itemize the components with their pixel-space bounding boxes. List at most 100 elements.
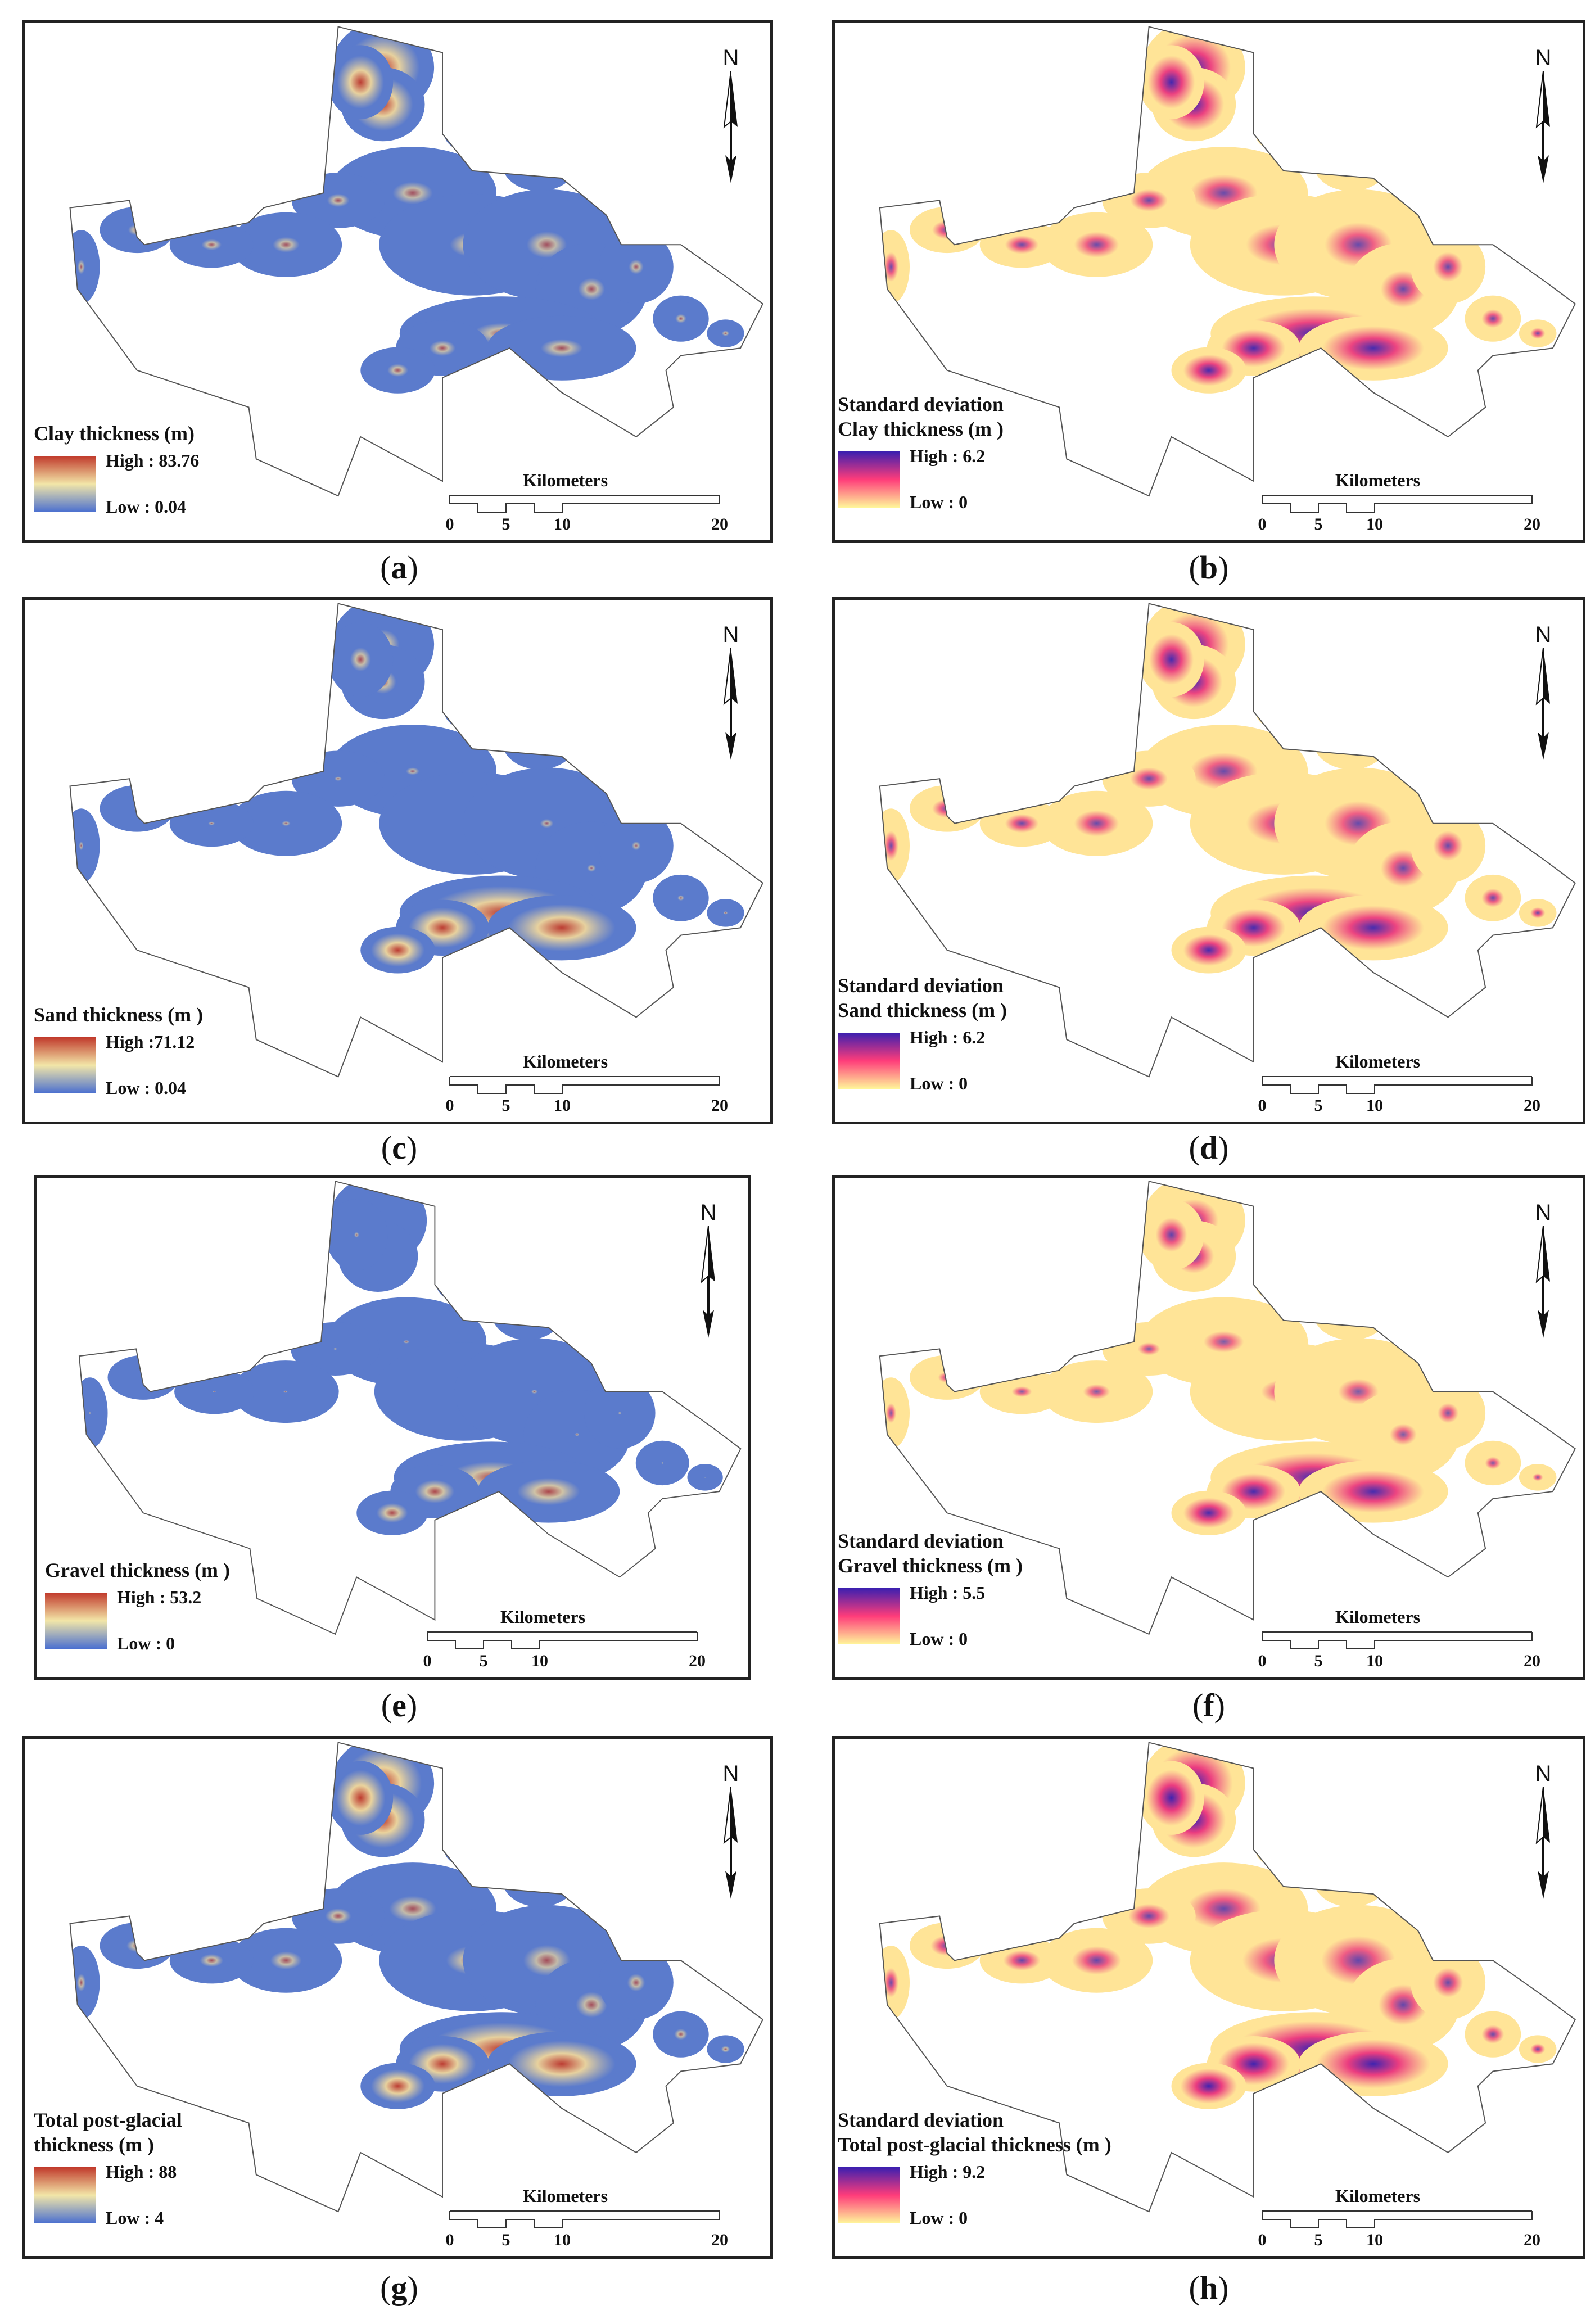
surface-hotspot <box>508 904 616 952</box>
surface-hotspot <box>508 2040 616 2087</box>
legend-color-ramp <box>838 1588 900 1644</box>
surface-hotspot <box>1272 704 1295 720</box>
surface-hotspot <box>376 1503 408 1523</box>
scale-tick: 10 <box>1366 515 1383 533</box>
surface-hotspot <box>1272 1842 1295 1857</box>
surface-hotspot <box>281 821 291 826</box>
scale-bar: Kilometers 0 5 10 20 <box>1251 1051 1566 1119</box>
surface-hotspot <box>334 776 342 781</box>
thickness-map-f <box>879 1181 1576 1635</box>
legend-high-value: High : 6.2 <box>910 446 986 466</box>
legend-color-ramp <box>34 2167 96 2223</box>
legend: Standard deviation Gravel thickness (m ) H… <box>838 1529 1023 1650</box>
panel-letter: g <box>391 2269 408 2306</box>
surface-hotspot <box>1532 1473 1543 1481</box>
legend-title: thickness (m ) <box>34 2133 154 2156</box>
legend-high-value: High : 6.2 <box>910 1027 986 1047</box>
surface-hotspot <box>76 1973 86 1992</box>
surface-hotspot <box>350 647 371 672</box>
scale-tick: 5 <box>479 1652 488 1670</box>
surface-hotspot <box>618 1412 621 1415</box>
north-arrow-icon: N <box>714 46 748 192</box>
surface-hotspot <box>336 1770 386 1826</box>
scale-bar: Kilometers 0 5 10 20 <box>1251 1607 1566 1674</box>
surface-hotspot <box>469 709 476 714</box>
legend-color-ramp <box>838 451 900 508</box>
surface-patch <box>910 206 984 254</box>
surface-hotspot <box>587 864 596 872</box>
surface-hotspot <box>429 340 456 356</box>
surface-hotspot <box>540 819 554 828</box>
legend-color-ramp <box>838 2167 900 2223</box>
map-panel-f: Standard deviation Gravel thickness (m ) H… <box>832 1175 1585 1680</box>
scale-tick: 20 <box>1524 1652 1540 1670</box>
surface-hotspot <box>532 157 547 169</box>
scale-bar: Kilometers 0 5 10 20 <box>439 2186 753 2253</box>
scale-tick: 10 <box>531 1652 548 1670</box>
north-arrow-icon: N <box>1526 1761 1560 1907</box>
scale-tick: 0 <box>423 1652 432 1670</box>
legend-title: Standard deviation <box>838 974 1004 997</box>
scale-tick: 10 <box>554 1096 571 1115</box>
surface-hotspot <box>201 239 222 251</box>
surface-hotspot <box>392 182 433 204</box>
surface-hotspot <box>723 911 728 915</box>
surface-hotspot <box>272 237 300 253</box>
surface-patch <box>100 785 174 832</box>
panel-letter: h <box>1199 2269 1218 2306</box>
surface-hotspot <box>1530 328 1546 339</box>
surface-hotspot <box>526 231 567 258</box>
surface-hotspot <box>1074 810 1119 837</box>
north-arrow-icon: N <box>714 1761 748 1907</box>
surface-hotspot <box>1338 1378 1379 1405</box>
scale-tick: 20 <box>689 1652 706 1670</box>
panel-caption: (d) <box>1189 1129 1229 1166</box>
scale-tick: 0 <box>1258 1652 1267 1670</box>
surface-hotspot <box>938 1372 956 1383</box>
north-label: N <box>1535 46 1552 70</box>
surface-hotspot <box>1130 767 1168 790</box>
surface-hotspot <box>1481 2025 1504 2044</box>
surface-hotspot <box>531 1389 538 1394</box>
surface-hotspot <box>370 933 425 967</box>
surface-hotspot <box>406 767 419 775</box>
surface-hotspot <box>1137 1342 1160 1355</box>
surface-hotspot <box>1005 814 1039 833</box>
panel-letter: e <box>392 1687 406 1724</box>
scale-tick: 0 <box>1258 515 1267 533</box>
thickness-map-c <box>69 603 764 1078</box>
scale-bar: Kilometers 0 5 10 20 <box>439 1051 753 1119</box>
surface-hotspot <box>535 738 544 745</box>
scale-tick: 0 <box>445 515 454 533</box>
surface-hotspot <box>1322 326 1425 370</box>
surface-hotspot <box>883 252 899 282</box>
surface-patch <box>502 1851 577 1907</box>
scale-tick: 20 <box>1524 515 1540 533</box>
scale-tick: 5 <box>1314 515 1323 533</box>
map-surface <box>879 26 1557 394</box>
panel-letter: a <box>391 549 408 586</box>
legend: Standard deviation Sand thickness (m ) Hig… <box>838 973 1007 1095</box>
scale-tick: 10 <box>554 515 571 533</box>
surface-hotspot <box>576 1992 607 2018</box>
surface-patch <box>910 785 984 832</box>
surface-hotspot <box>578 278 605 300</box>
north-arrow-icon: N <box>692 1200 725 1346</box>
legend: Standard deviation Clay thickness (m ) Hig… <box>838 392 1004 513</box>
map-panel-h: Standard deviation Total post-glacial thi… <box>832 1736 1585 2259</box>
surface-patch <box>100 206 174 254</box>
surface-hotspot <box>1130 189 1168 212</box>
surface-hotspot <box>1340 1305 1362 1321</box>
surface-hotspot <box>661 1462 664 1464</box>
scale-bar: Kilometers 0 5 10 20 <box>439 470 753 537</box>
legend: Gravel thickness (m ) High : 53.2 Low : 0 <box>45 1558 230 1654</box>
legend-low-value: Low : 0 <box>910 1073 968 1093</box>
surface-hotspot <box>1272 126 1295 142</box>
surface-patch <box>1313 1851 1389 1907</box>
north-label: N <box>1535 1761 1552 1786</box>
surface-hotspot <box>1183 934 1235 966</box>
scale-tick: 5 <box>501 1096 510 1115</box>
legend: Sand thickness (m ) High :71.12 Low : 0.04 <box>34 1002 203 1099</box>
scale-bar: Kilometers 0 5 10 20 <box>1251 2186 1566 2253</box>
legend-high-value: High : 5.5 <box>910 1583 986 1603</box>
